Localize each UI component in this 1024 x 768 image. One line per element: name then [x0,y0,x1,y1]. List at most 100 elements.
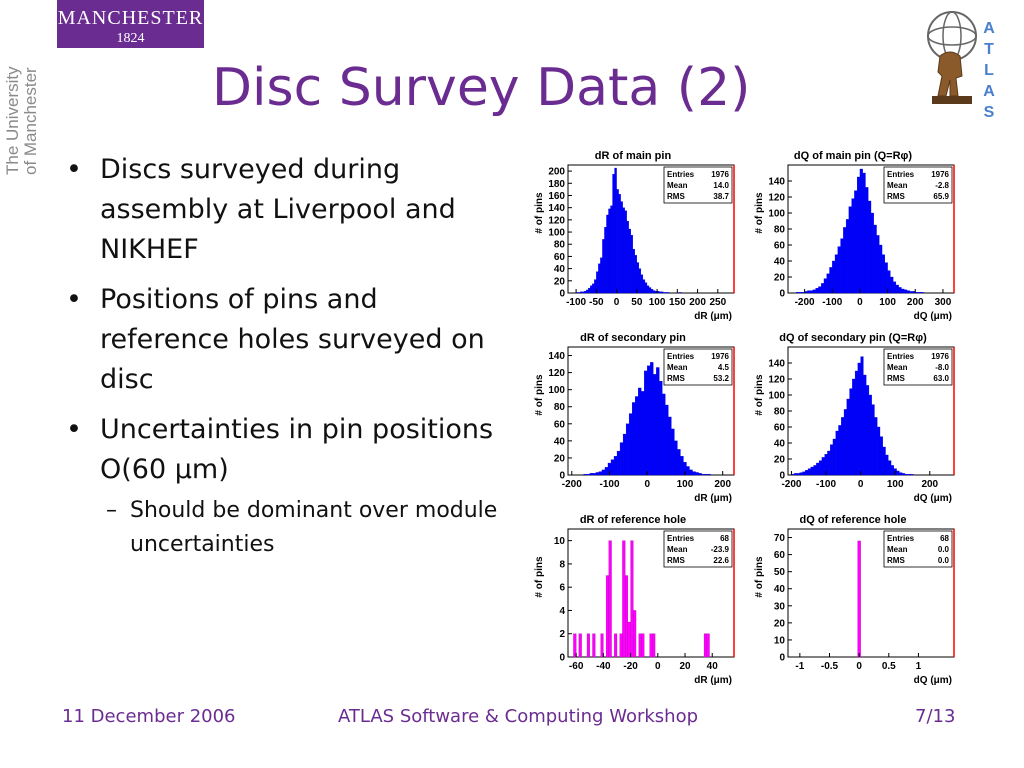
histogram-bar [870,212,874,294]
x-axis-label: dR (μm) [694,675,732,685]
histogram-bar [582,291,585,294]
histogram-bar [818,286,822,294]
x-tick-label: 100 [649,297,666,308]
histogram-bar [821,283,825,294]
university-logo: MANCHESTER 1824 [57,0,204,48]
histogram-bar [890,276,894,294]
histogram-bar [640,274,644,294]
y-tick-label: 140 [768,359,785,370]
histogram-bar [619,633,623,658]
histogram-bar [909,291,913,294]
histogram-bar [881,254,885,294]
histogram-bar [892,281,897,294]
histogram-bar [807,468,811,476]
y-tick-label: 80 [774,225,786,236]
histogram-bar [604,227,607,294]
histogram-bar [885,454,889,476]
histogram-bar [895,284,899,294]
histogram-bar [810,466,814,476]
y-tick-label: 60 [774,241,786,252]
histogram-bar [818,460,823,476]
stats-box [663,348,733,386]
histogram-bar [920,292,924,294]
bullet-text: Positions of pins and reference holes su… [100,284,485,395]
histogram-bar [584,291,587,294]
histogram-bar [601,469,606,476]
histogram-bar [579,291,583,294]
histogram-bar [901,288,905,294]
histogram-bar [812,289,816,294]
histogram-bar [834,254,838,294]
histogram-bar [899,472,903,476]
histogram-bar [843,409,847,476]
histogram-bar [616,450,621,476]
histogram-bar [662,292,666,294]
stats-label: Entries [667,534,695,543]
histogram-bar [827,450,831,476]
bullet-list: Discs surveyed during assembly at Liverp… [60,150,500,572]
histogram-bar [873,224,877,294]
x-tick-label: -1 [795,661,804,672]
histogram-bar [857,362,861,476]
y-tick-label: 20 [774,618,786,629]
sub-bullet-text: Should be dominant over module uncertain… [130,498,498,557]
histogram-bar [619,442,624,476]
stats-value: 38.7 [713,192,729,201]
y-tick-label: 80 [554,240,566,251]
y-axis-label: # of pins [754,556,765,598]
histogram-bar [838,425,842,476]
histogram-bar [826,273,830,294]
histogram-bar [890,465,894,476]
university-line-2: of Manchester [21,67,40,175]
atlas-letter: L [984,62,994,79]
histogram-bar [798,292,802,294]
y-tick-label: 120 [548,215,565,226]
y-tick-label: 70 [774,533,786,544]
histogram-bar [630,234,633,294]
histogram-bar [573,633,577,658]
histogram-bar [622,207,625,294]
histogram-bar [650,289,654,294]
footer-page-number: 7/13 [915,706,956,727]
stats-box [663,530,733,568]
chart-title: dR of main pin [595,150,672,162]
y-axis-label: # of pins [754,374,765,416]
stats-label: Entries [887,170,915,179]
chart-title: dQ of reference hole [800,514,907,526]
chart-title: dQ of main pin (Q=Rφ) [794,150,913,162]
histogram-bar [590,285,593,294]
histogram-bar [624,210,627,294]
y-tick-label: 140 [768,177,785,188]
histogram-bar [648,287,652,294]
histogram-bar [668,416,672,476]
histogram-bar [871,404,875,476]
x-tick-label: 100 [677,479,694,490]
y-axis-label: # of pins [534,374,545,416]
stats-label: Entries [667,170,695,179]
histogram-bar [917,292,921,294]
histogram-bar [846,398,850,476]
y-axis-label: # of pins [534,556,545,598]
histogram-bar [876,235,880,294]
stats-label: Mean [667,545,688,554]
histogram-bar [707,473,711,476]
x-tick-label: -100 [816,479,836,490]
y-tick-label: 100 [548,228,565,239]
histogram-bar [866,385,870,476]
x-tick-label: 0 [858,479,864,490]
histogram-bar [692,471,696,476]
histogram-bar [624,575,629,658]
x-tick-label: -50 [589,297,604,308]
atlas-letter: S [983,104,995,121]
y-tick-label: 180 [548,179,565,190]
histogram-bar [832,438,836,476]
atlas-wordmark: A T L A S [978,18,1000,123]
x-tick-label: -200 [781,479,801,490]
y-tick-label: 60 [774,550,786,561]
x-tick-label: 300 [935,297,952,308]
histogram-bar [874,417,878,476]
y-tick-label: 140 [548,351,565,362]
y-tick-label: 40 [554,264,566,275]
histogram-panel: dQ of main pin (Q=Rφ) 0 20 40 60 80 100 120 140 -… [754,150,955,322]
histogram-bar [628,413,633,476]
